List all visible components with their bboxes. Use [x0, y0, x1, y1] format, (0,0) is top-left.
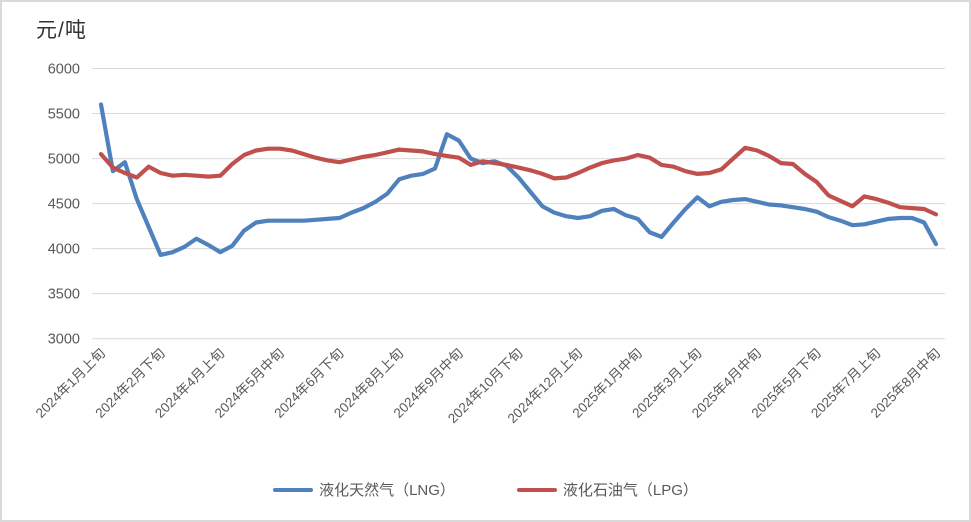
y-tick-label-3000: 3000 [48, 332, 80, 348]
y-tick-label-5500: 5500 [48, 107, 80, 123]
y-tick-label-4500: 4500 [48, 197, 80, 213]
y-tick-label-5000: 5000 [48, 152, 80, 168]
y-tick-label-6000: 6000 [48, 62, 80, 78]
lpg-line-swatch [516, 487, 557, 492]
lpg-legend-label: 液化石油气（LPG） [562, 482, 698, 499]
lpg-price-line [98, 145, 939, 217]
y-tick-label-4000: 4000 [48, 242, 80, 258]
lng-legend-label: 液化天然气（LNG） [319, 482, 455, 499]
y-axis-unit-label: 元/吨 [36, 19, 87, 42]
chart-legend: 液化天然气（LNG） 液化石油气（LPG） [2, 479, 969, 500]
legend-item-lng: 液化天然气（LNG） [273, 479, 455, 500]
lng-price-line [98, 102, 939, 257]
lng-line-swatch [273, 487, 314, 492]
y-tick-label-3500: 3500 [48, 287, 80, 303]
legend-item-lpg: 液化石油气（LPG） [516, 479, 698, 500]
